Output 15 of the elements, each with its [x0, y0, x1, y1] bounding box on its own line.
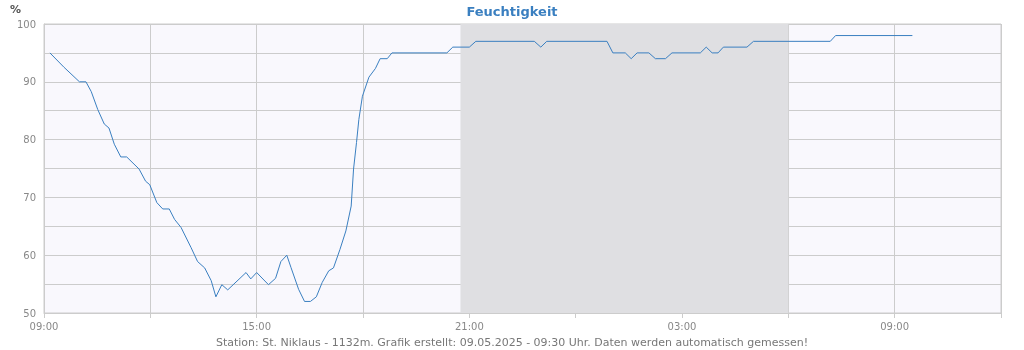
x-tick-label: 21:00: [454, 320, 484, 332]
y-axis-title: %: [10, 3, 22, 16]
y-tick-label: 50: [23, 307, 36, 319]
x-tick-label: 15:00: [242, 320, 272, 332]
y-tick-label: 70: [23, 191, 36, 203]
line-series: [49, 35, 913, 302]
y-tick-label: 90: [23, 76, 36, 88]
x-tick-label: 03:00: [667, 320, 697, 332]
y-tick-label: 100: [16, 18, 36, 30]
y-tick-label: 60: [23, 249, 36, 261]
y-tick-label: 80: [23, 134, 36, 146]
text: Station: St. Niklaus - 1132m. Grafik erstellt: 09.05.2025 - 09:30 Uhr. Daten werden automatisch gemessen!: [215, 336, 809, 349]
chart-title: Feuchtigkeit: [466, 4, 558, 19]
x-tick-label: 09:00: [29, 320, 59, 332]
x-tick-label: 09:00: [880, 320, 910, 332]
